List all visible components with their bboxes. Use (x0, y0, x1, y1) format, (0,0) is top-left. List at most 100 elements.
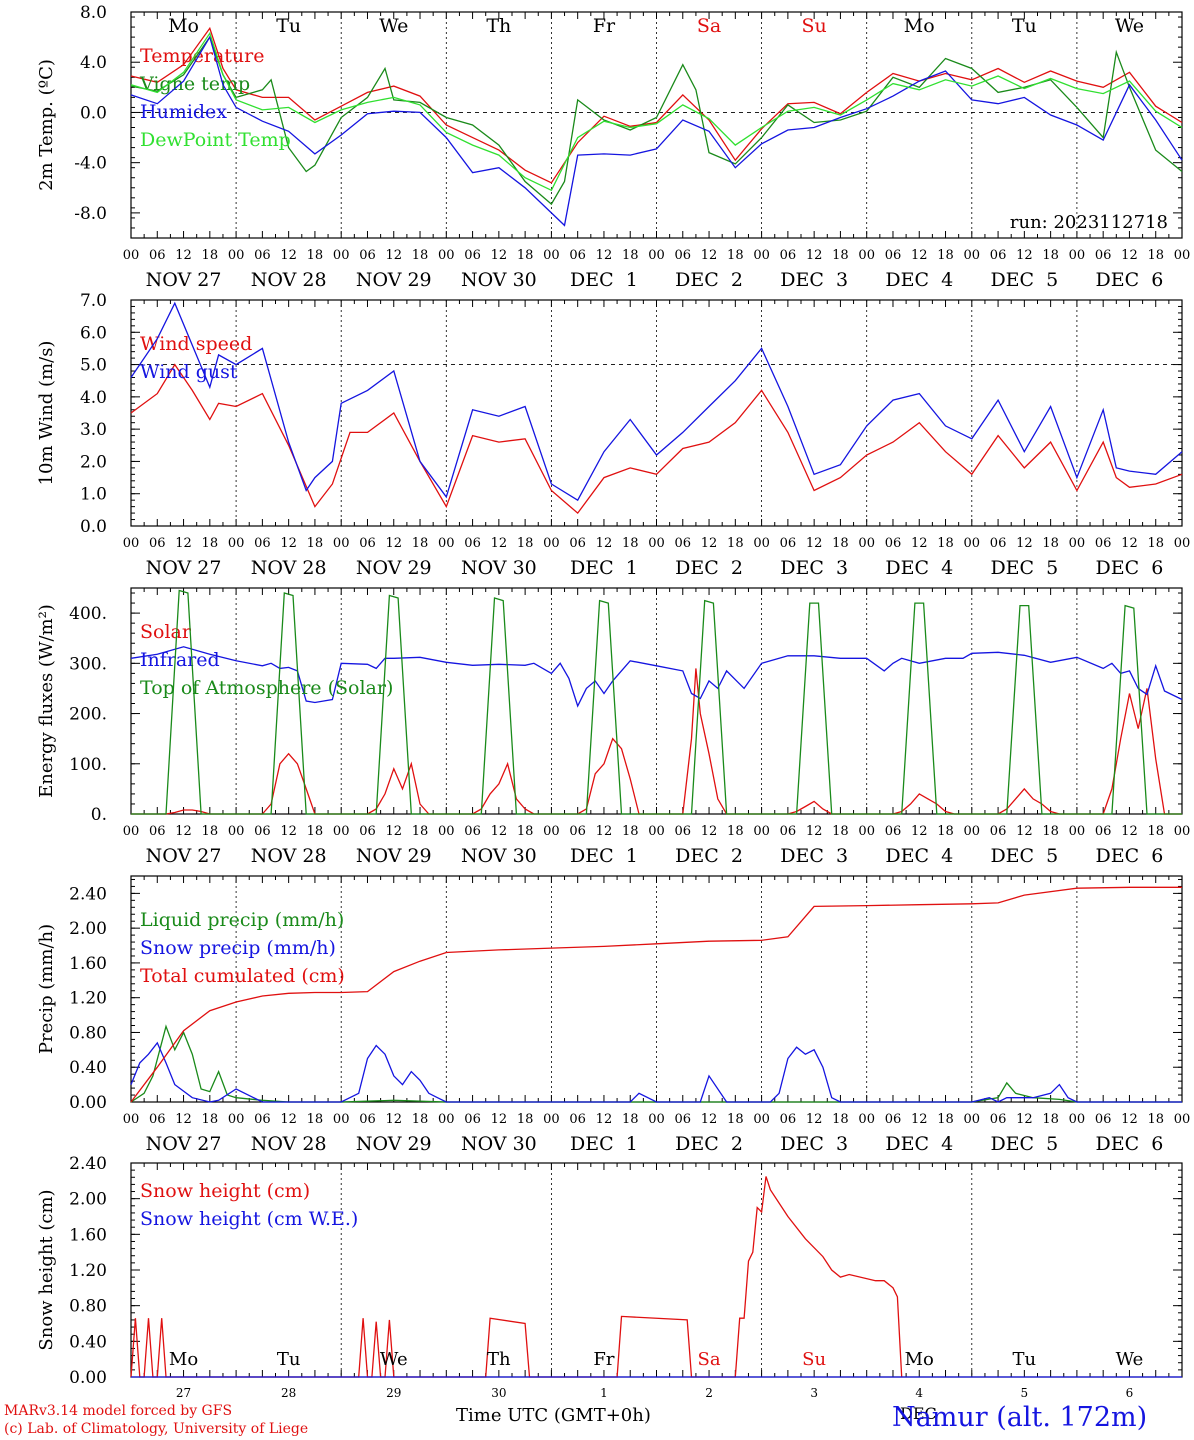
y-tick-label: 8.0 (80, 3, 107, 23)
hour-tick-label: 12 (280, 536, 297, 551)
hour-tick-label: 06 (990, 824, 1007, 839)
y-tick-label: 3.0 (80, 420, 107, 440)
hour-tick-label: 12 (280, 824, 297, 839)
hour-tick-label: 06 (254, 824, 271, 839)
y-tick-label: 400. (69, 604, 107, 624)
date-label: DEC 2 (675, 1133, 743, 1155)
hour-tick-label: 00 (964, 1112, 981, 1127)
panel-3: 400. 300. 200. 100. 0. Energy fluxes (W/m²) So… (36, 587, 1190, 867)
hour-tick-label: 12 (911, 248, 928, 263)
legend-entry: Solar (140, 621, 192, 643)
date-label: DEC 2 (675, 845, 743, 867)
hour-tick-label: 18 (202, 824, 219, 839)
hour-tick-label: 12 (911, 824, 928, 839)
series-line-dewpoint-temp (130, 31, 1183, 192)
hour-tick-label: 00 (648, 248, 665, 263)
hour-tick-label: 00 (543, 536, 560, 551)
hour-tick-label: 18 (307, 536, 324, 551)
model-credit: MARv3.14 model forced by GFS (4, 1403, 233, 1419)
date-label: NOV 30 (461, 845, 537, 867)
date-label: NOV 27 (146, 845, 222, 867)
panel-5: 2.40 2.00 1.60 1.20 0.80 0.40 0.00 Snow height … (36, 1154, 1183, 1400)
hour-tick-label: 06 (675, 536, 692, 551)
hour-tick-label: 06 (780, 248, 797, 263)
hour-tick-label: 18 (622, 536, 639, 551)
series-line-snow-precip-mm-h (130, 1041, 1182, 1103)
hour-tick-label: 18 (412, 536, 429, 551)
weekday-label: Th (487, 1349, 511, 1370)
hour-tick-label: 18 (1147, 1112, 1164, 1127)
hour-tick-label: 12 (701, 824, 718, 839)
hour-tick-label: 06 (780, 536, 797, 551)
hour-tick-label: 12 (1016, 1112, 1033, 1127)
hour-tick-label: 06 (149, 1112, 166, 1127)
hour-tick-label: 00 (228, 824, 245, 839)
hour-tick-label: 12 (701, 536, 718, 551)
day-number-label: 29 (386, 1386, 401, 1400)
hour-tick-label: 12 (806, 1112, 823, 1127)
hour-tick-label: 18 (622, 824, 639, 839)
y-tick-label: 0.80 (69, 1297, 107, 1317)
hour-tick-label: 12 (596, 1112, 613, 1127)
date-label: DEC 2 (675, 269, 743, 291)
hour-tick-label: 18 (412, 1112, 429, 1127)
hour-tick-label: 12 (701, 248, 718, 263)
date-label: DEC 5 (990, 845, 1058, 867)
date-label: DEC 6 (1096, 557, 1164, 579)
hour-tick-label: 00 (1069, 1112, 1086, 1127)
hour-tick-label: 18 (1042, 248, 1059, 263)
hour-tick-label: 06 (464, 248, 481, 263)
hour-tick-label: 18 (202, 248, 219, 263)
date-label: DEC 6 (1096, 845, 1164, 867)
day-number-label: 4 (915, 1386, 923, 1400)
hour-tick-label: 06 (149, 824, 166, 839)
hour-tick-label: 12 (385, 536, 402, 551)
day-number-label: 1 (600, 1386, 608, 1400)
date-label: NOV 28 (251, 1133, 327, 1155)
weekday-label: Tu (1012, 15, 1037, 37)
hour-tick-label: 18 (517, 248, 534, 263)
hour-tick-label: 18 (832, 536, 849, 551)
hour-tick-label: 12 (596, 824, 613, 839)
hour-tick-label: 18 (1147, 248, 1164, 263)
weekday-label: Su (802, 15, 827, 37)
legend-entry: Infrared (140, 649, 220, 671)
hour-tick-label: 06 (1095, 248, 1112, 263)
hour-tick-label: 00 (123, 248, 140, 263)
y-tick-label: -8.0 (74, 204, 107, 224)
y-tick-label: 2.0 (80, 452, 107, 472)
hour-tick-label: 06 (464, 1112, 481, 1127)
hour-tick-label: 18 (832, 248, 849, 263)
copyright-credit: (c) Lab. of Climatology, University of L… (4, 1421, 309, 1437)
y-tick-label: 2.00 (69, 1190, 107, 1210)
hour-tick-label: 12 (806, 824, 823, 839)
hour-tick-label: 00 (123, 1112, 140, 1127)
weekday-label: Sa (697, 15, 721, 37)
hour-tick-label: 12 (1121, 536, 1138, 551)
weekday-label: Mo (904, 15, 935, 37)
hour-tick-label: 06 (885, 248, 902, 263)
hour-tick-label: 06 (885, 536, 902, 551)
hour-tick-label: 18 (412, 824, 429, 839)
hour-tick-label: 12 (1121, 824, 1138, 839)
date-label: NOV 30 (461, 1133, 537, 1155)
y-tick-label: 0.00 (69, 1368, 107, 1388)
date-label: NOV 27 (146, 557, 222, 579)
hour-tick-label: 12 (385, 1112, 402, 1127)
hour-tick-label: 00 (333, 536, 350, 551)
hour-tick-label: 12 (175, 536, 192, 551)
date-label: DEC 5 (990, 269, 1058, 291)
hour-tick-label: 06 (464, 824, 481, 839)
hour-tick-label: 00 (648, 536, 665, 551)
y-tick-label: 4.0 (80, 388, 107, 408)
hour-tick-label: 12 (806, 248, 823, 263)
hour-tick-label: 00 (333, 1112, 350, 1127)
y-tick-label: 300. (69, 654, 107, 674)
date-label: NOV 30 (461, 269, 537, 291)
date-label: DEC 4 (885, 1133, 953, 1155)
date-label: NOV 28 (251, 845, 327, 867)
hour-tick-label: 06 (780, 1112, 797, 1127)
x-axis-label: Time UTC (GMT+0h) (456, 1405, 651, 1426)
hour-tick-label: 00 (753, 248, 770, 263)
y-tick-label: 6.0 (80, 323, 107, 343)
